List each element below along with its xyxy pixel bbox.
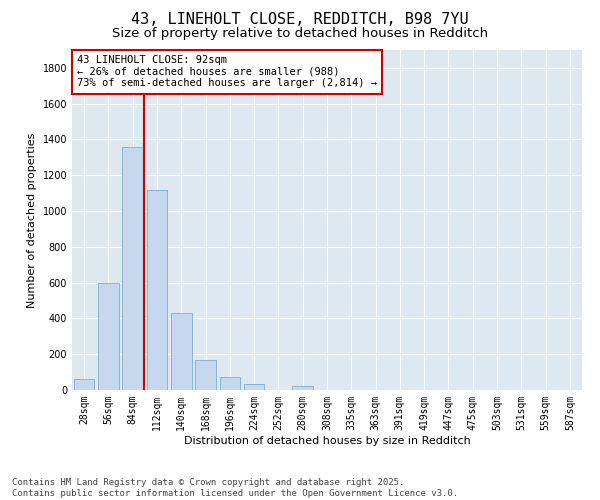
Text: Contains HM Land Registry data © Crown copyright and database right 2025.
Contai: Contains HM Land Registry data © Crown c… [12, 478, 458, 498]
Text: Size of property relative to detached houses in Redditch: Size of property relative to detached ho… [112, 28, 488, 40]
Bar [146, 190, 167, 390]
Text: 43 LINEHOLT CLOSE: 92sqm
← 26% of detached houses are smaller (988)
73% of semi-: 43 LINEHOLT CLOSE: 92sqm ← 26% of detach… [77, 55, 377, 88]
Y-axis label: Number of detached properties: Number of detached properties [27, 132, 37, 308]
Bar [244, 384, 265, 390]
Bar [220, 378, 240, 390]
Bar [74, 380, 94, 390]
Bar [195, 360, 216, 390]
X-axis label: Distribution of detached houses by size in Redditch: Distribution of detached houses by size … [184, 436, 470, 446]
Bar [171, 313, 191, 390]
Bar [122, 146, 143, 390]
Text: 43, LINEHOLT CLOSE, REDDITCH, B98 7YU: 43, LINEHOLT CLOSE, REDDITCH, B98 7YU [131, 12, 469, 28]
Bar [98, 282, 119, 390]
Bar [292, 386, 313, 390]
